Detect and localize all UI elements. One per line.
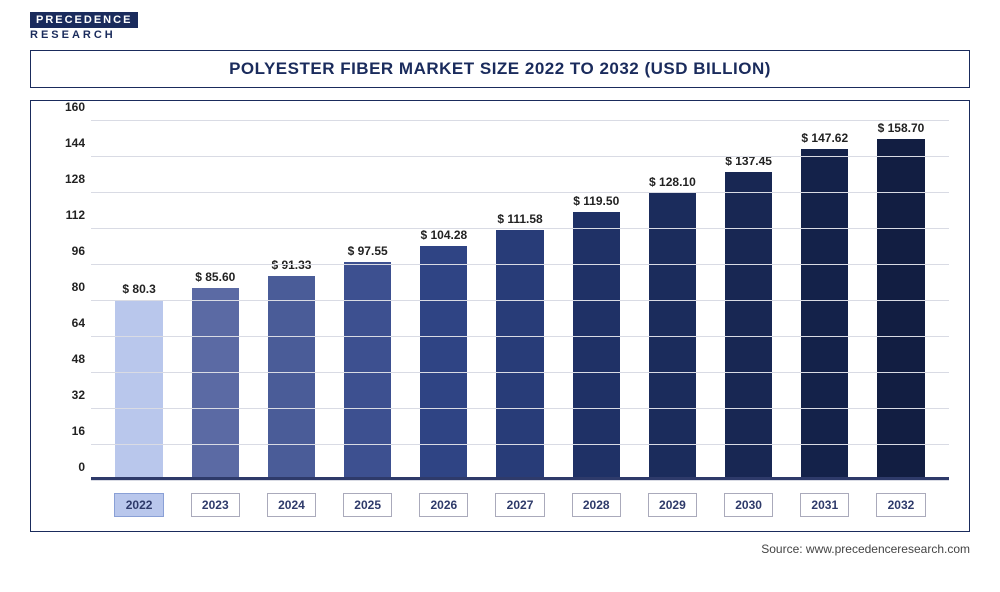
bar <box>725 172 772 481</box>
bar <box>801 149 848 481</box>
y-tick-label: 48 <box>51 352 85 366</box>
x-tick-label: 2023 <box>191 493 240 517</box>
x-label-box: 2024 <box>253 487 329 523</box>
bar-value-label: $ 85.60 <box>195 270 235 284</box>
x-label-box: 2028 <box>558 487 634 523</box>
y-tick-label: 64 <box>51 316 85 330</box>
bar-slot: $ 158.70 <box>863 121 939 481</box>
bar-slot: $ 137.45 <box>711 121 787 481</box>
bar <box>420 246 467 481</box>
x-label-box: 2029 <box>634 487 710 523</box>
x-tick-label: 2032 <box>876 493 925 517</box>
bar-slot: $ 80.3 <box>101 121 177 481</box>
x-tick-label: 2028 <box>572 493 621 517</box>
bar <box>268 276 315 481</box>
bar-slot: $ 91.33 <box>253 121 329 481</box>
x-tick-label: 2026 <box>419 493 468 517</box>
bar-value-label: $ 80.3 <box>122 282 155 296</box>
bar-slot: $ 85.60 <box>177 121 253 481</box>
y-tick-label: 112 <box>51 208 85 222</box>
logo-top: PRECEDENCE <box>30 12 138 28</box>
bar <box>877 139 924 481</box>
bar-slot: $ 128.10 <box>634 121 710 481</box>
bar-value-label: $ 158.70 <box>878 121 925 135</box>
y-tick-label: 160 <box>51 100 85 114</box>
x-label-box: 2026 <box>406 487 482 523</box>
source-text: Source: www.precedenceresearch.com <box>761 542 970 556</box>
x-tick-label: 2031 <box>800 493 849 517</box>
x-label-box: 2032 <box>863 487 939 523</box>
gridline <box>91 372 949 373</box>
logo-bottom: RESEARCH <box>30 29 138 41</box>
y-tick-label: 32 <box>51 388 85 402</box>
gridline <box>91 444 949 445</box>
bar <box>192 288 239 481</box>
y-tick-label: 144 <box>51 136 85 150</box>
x-axis-labels: 2022 2023 2024 2025 2026 2027 2028 2029 2030 2031… <box>91 487 949 523</box>
bar-slot: $ 119.50 <box>558 121 634 481</box>
x-label-box: 2023 <box>177 487 253 523</box>
chart-frame: $ 80.3 $ 85.60 $ 91.33 $ 97.55 $ 104.28 $ 111… <box>30 100 970 532</box>
x-label-box: 2031 <box>787 487 863 523</box>
x-tick-label: 2027 <box>495 493 544 517</box>
y-tick-label: 80 <box>51 280 85 294</box>
x-label-box: 2022 <box>101 487 177 523</box>
gridline <box>91 120 949 121</box>
y-tick-label: 16 <box>51 424 85 438</box>
bars-container: $ 80.3 $ 85.60 $ 91.33 $ 97.55 $ 104.28 $ 111… <box>91 121 949 481</box>
gridline <box>91 156 949 157</box>
brand-logo: PRECEDENCE RESEARCH <box>30 10 138 41</box>
chart-title: POLYESTER FIBER MARKET SIZE 2022 TO 2032… <box>229 59 771 79</box>
bar-value-label: $ 111.58 <box>497 212 542 226</box>
x-tick-label: 2022 <box>114 493 163 517</box>
bar <box>115 300 162 481</box>
x-tick-label: 2030 <box>724 493 773 517</box>
gridline <box>91 300 949 301</box>
gridline <box>91 408 949 409</box>
y-tick-label: 0 <box>51 460 85 474</box>
bar-value-label: $ 128.10 <box>649 175 696 189</box>
x-tick-label: 2029 <box>648 493 697 517</box>
bar-value-label: $ 104.28 <box>420 228 467 242</box>
bar-slot: $ 111.58 <box>482 121 558 481</box>
bar-value-label: $ 119.50 <box>573 194 619 208</box>
bar-slot: $ 147.62 <box>787 121 863 481</box>
x-tick-label: 2024 <box>267 493 316 517</box>
y-tick-label: 128 <box>51 172 85 186</box>
gridline <box>91 192 949 193</box>
bar <box>573 212 620 481</box>
x-label-box: 2025 <box>330 487 406 523</box>
x-tick-label: 2025 <box>343 493 392 517</box>
x-label-box: 2030 <box>711 487 787 523</box>
chart-title-box: POLYESTER FIBER MARKET SIZE 2022 TO 2032… <box>30 50 970 88</box>
gridline <box>91 480 949 481</box>
gridline <box>91 264 949 265</box>
y-tick-label: 96 <box>51 244 85 258</box>
plot-area: $ 80.3 $ 85.60 $ 91.33 $ 97.55 $ 104.28 $ 111… <box>91 121 949 481</box>
bar-value-label: $ 97.55 <box>348 244 388 258</box>
x-label-box: 2027 <box>482 487 558 523</box>
bar-value-label: $ 147.62 <box>801 131 848 145</box>
gridline <box>91 228 949 229</box>
bar-slot: $ 97.55 <box>330 121 406 481</box>
bar-slot: $ 104.28 <box>406 121 482 481</box>
gridline <box>91 336 949 337</box>
